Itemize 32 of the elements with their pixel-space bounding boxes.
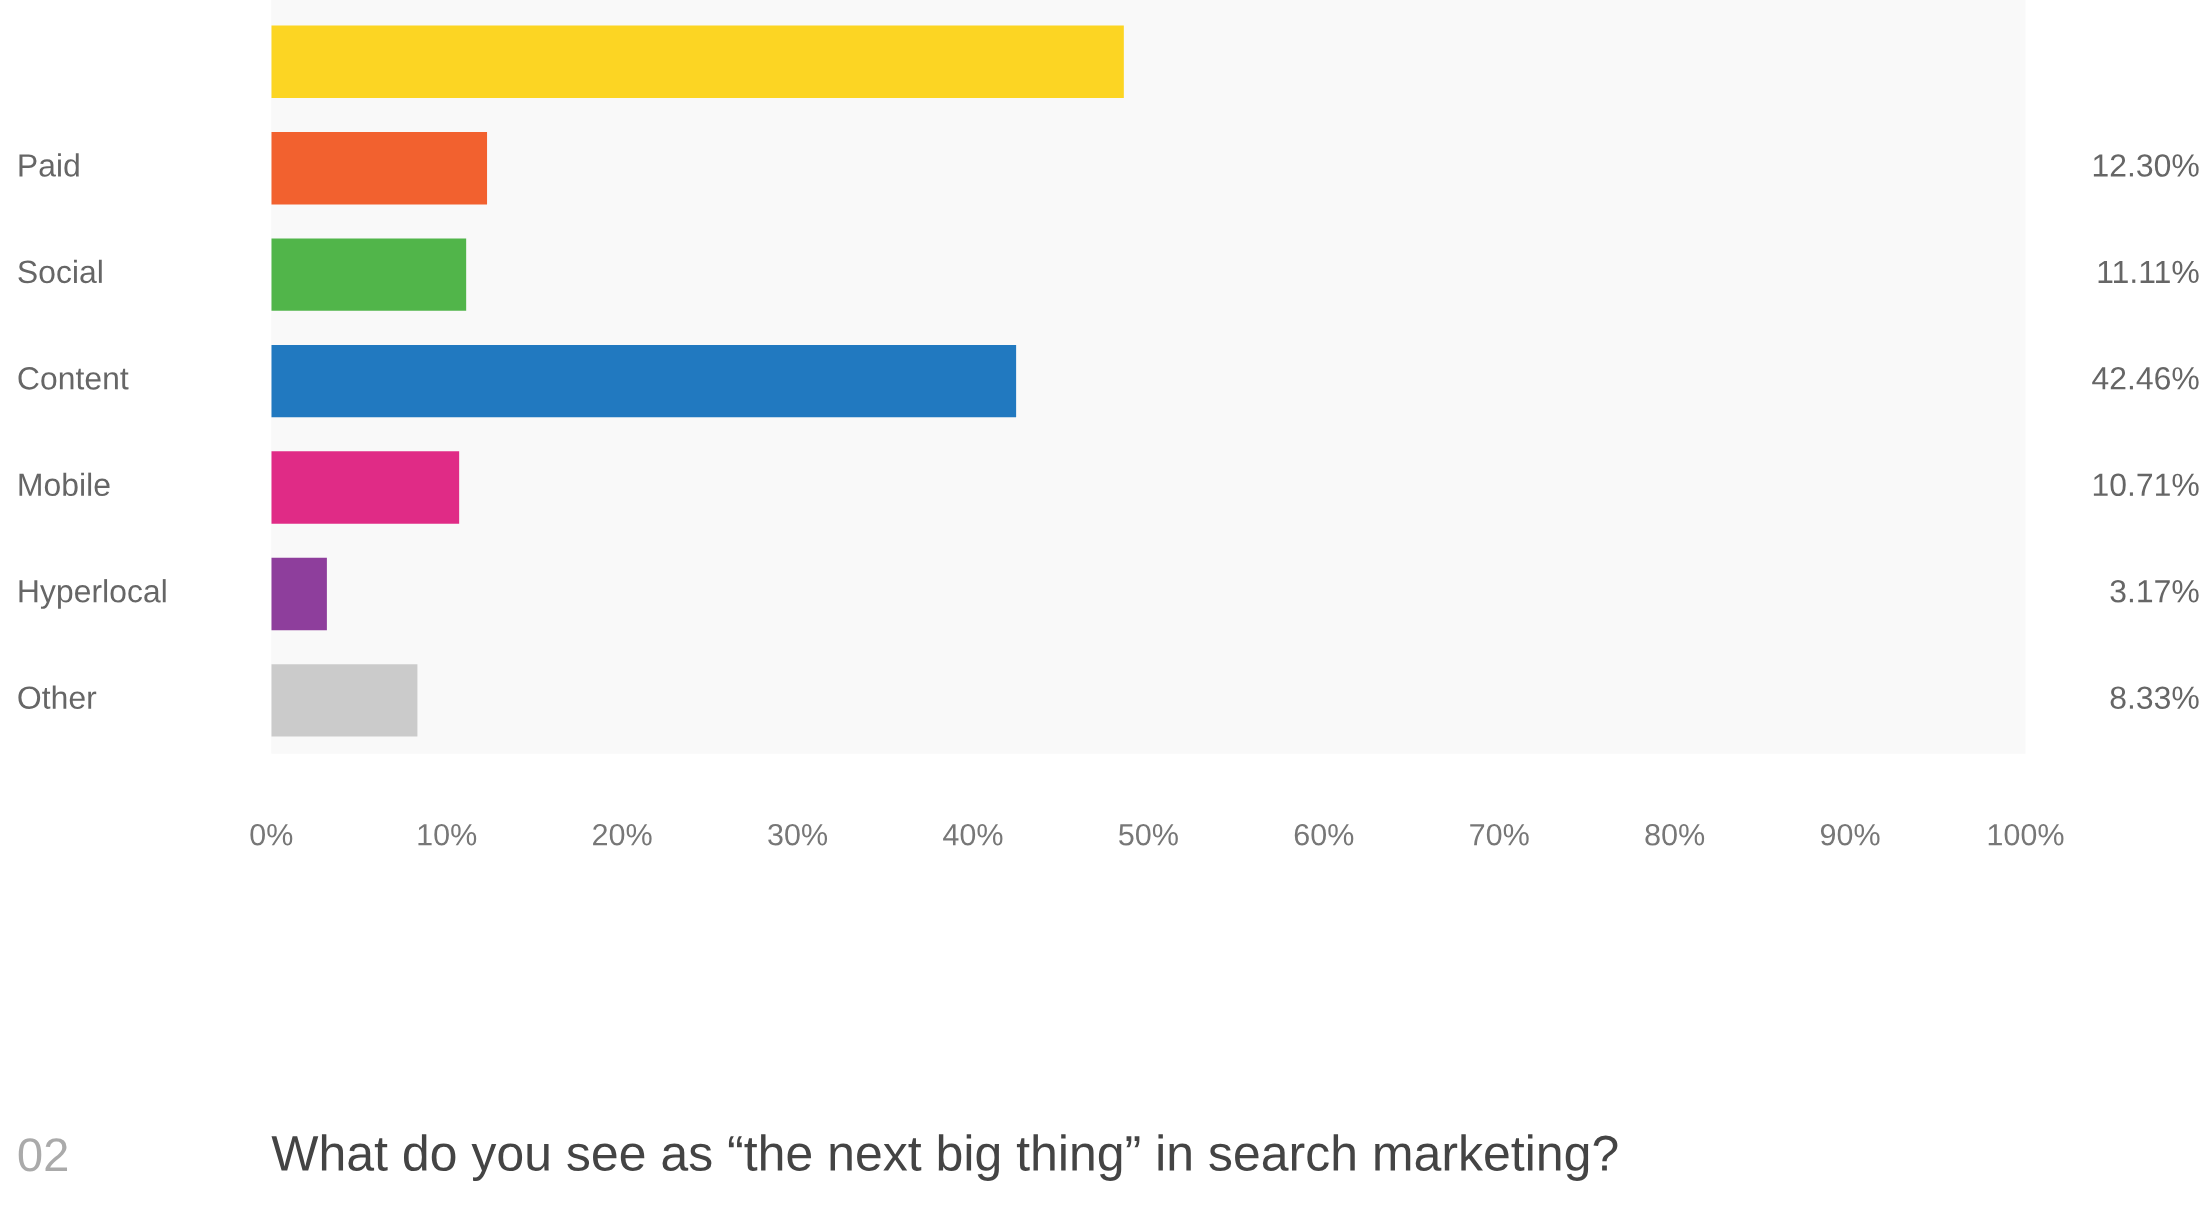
x-tick-label: 80% xyxy=(1645,823,1705,846)
data-label: 3.17% xyxy=(2110,579,2199,603)
data-label: 8.33% xyxy=(2110,686,2199,709)
x-tick-label: 40% xyxy=(943,823,1003,846)
y-tick-label: Social xyxy=(18,259,102,284)
bar xyxy=(271,664,418,737)
x-tick-label: 0% xyxy=(250,823,293,846)
bar xyxy=(271,557,327,631)
y-tick-label: Hyperlocal xyxy=(19,579,166,609)
text: What do you see as “the next big thing” in search marketing? xyxy=(271,1134,1618,1181)
x-tick-label: 100% xyxy=(1988,823,2064,846)
bar xyxy=(271,238,467,311)
x-tick-label: 70% xyxy=(1470,823,1529,846)
x-tick-label: 10% xyxy=(418,823,477,846)
x-tick-label: 90% xyxy=(1820,823,1880,846)
y-tick-label: Content xyxy=(18,367,129,390)
bar xyxy=(271,344,1017,418)
x-tick-label: 30% xyxy=(768,823,828,846)
y-tick-label: Mobile xyxy=(19,472,110,497)
y-tick-label: Paid xyxy=(19,153,79,177)
text: 02 xyxy=(18,1138,68,1172)
data-label: 42.46% xyxy=(2092,367,2199,390)
bar xyxy=(271,451,460,524)
bar xyxy=(271,132,488,205)
bar xyxy=(271,25,1124,98)
x-tick-label: 60% xyxy=(1294,823,1354,846)
x-tick-label: 50% xyxy=(1119,823,1178,846)
data-label: 10.71% xyxy=(2093,473,2199,497)
data-label: 12.30% xyxy=(2093,154,2199,177)
x-tick-label: 20% xyxy=(593,823,652,846)
y-tick-label: Other xyxy=(18,685,97,709)
data-label: 11.11% xyxy=(2098,260,2199,284)
